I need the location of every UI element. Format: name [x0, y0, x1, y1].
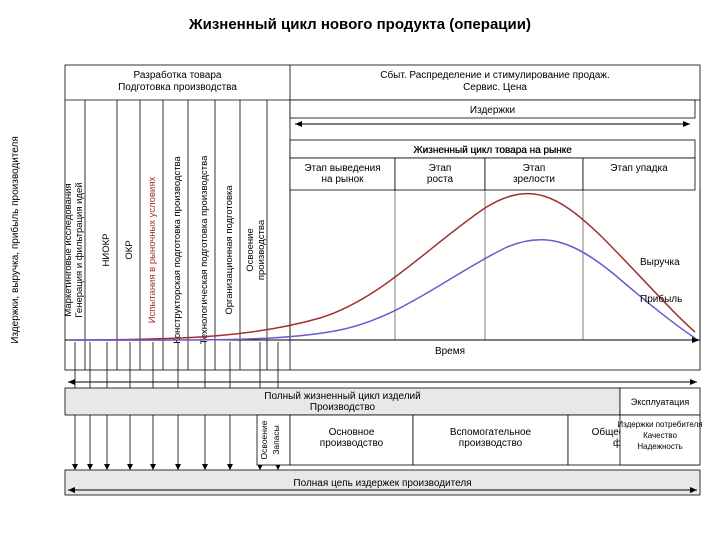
svg-text:Генерация и фильтрация идей: Генерация и фильтрация идей: [74, 182, 85, 317]
svg-text:ОКР: ОКР: [124, 240, 135, 259]
svg-text:Основноепроизводство: Основноепроизводство: [320, 427, 384, 449]
diagram-svg: Разработка товараПодготовка производства…: [0, 50, 720, 540]
svg-text:Сбыт. Распределение и стимулир: Сбыт. Распределение и стимулирование про…: [380, 69, 610, 81]
svg-text:Конструкторская подготовка про: Конструкторская подготовка производства: [172, 156, 183, 344]
svg-text:Вспомогательноепроизводство: Вспомогательноепроизводство: [450, 427, 532, 449]
svg-text:Сервис. Цена: Сервис. Цена: [463, 82, 527, 93]
svg-text:Прибыль: Прибыль: [640, 293, 682, 305]
svg-text:Эксплуатация: Эксплуатация: [631, 397, 690, 407]
svg-text:Время: Время: [435, 346, 465, 357]
svg-text:Качество: Качество: [643, 431, 677, 440]
svg-text:Выручка: Выручка: [640, 257, 680, 268]
svg-text:Разработка товара: Разработка товара: [134, 69, 222, 81]
svg-text:Технологическая подготовка про: Технологическая подготовка производства: [199, 155, 210, 344]
svg-text:Издержки: Издержки: [470, 105, 515, 116]
svg-text:Жизненный цикл товара на рынке: Жизненный цикл товара на рынке: [414, 145, 573, 156]
svg-text:Организационная подготовка: Организационная подготовка: [224, 185, 235, 315]
page-title: Жизненный цикл нового продукта (операции…: [0, 0, 720, 41]
svg-text:НИОКР: НИОКР: [101, 234, 112, 267]
svg-text:Маркетинговые исследования: Маркетинговые исследования: [63, 183, 74, 316]
svg-text:Производство: Производство: [310, 402, 376, 413]
svg-text:Этап упадка: Этап упадка: [610, 163, 668, 174]
svg-text:Освоение: Освоение: [245, 228, 256, 271]
svg-text:Полная цепь издержек производи: Полная цепь издержек производителя: [293, 478, 471, 489]
lifecycle-diagram: Разработка товараПодготовка производства…: [0, 50, 720, 540]
svg-text:Полный жизненный цикл изделий: Полный жизненный цикл изделий: [264, 391, 420, 402]
svg-text:Испытания в рыночных условиях: Испытания в рыночных условиях: [147, 176, 158, 323]
svg-text:Подготовка производства: Подготовка производства: [118, 82, 237, 93]
svg-text:Надежность: Надежность: [637, 442, 682, 451]
svg-text:Издержки, выручка, прибыль про: Издержки, выручка, прибыль производителя: [9, 136, 21, 344]
svg-text:Издержки потребителя: Издержки потребителя: [617, 420, 702, 429]
svg-text:производства: производства: [256, 219, 267, 280]
svg-text:Этапроста: Этапроста: [427, 163, 454, 185]
svg-text:Запасы: Запасы: [271, 425, 281, 455]
svg-text:Освоение: Освоение: [259, 420, 269, 459]
